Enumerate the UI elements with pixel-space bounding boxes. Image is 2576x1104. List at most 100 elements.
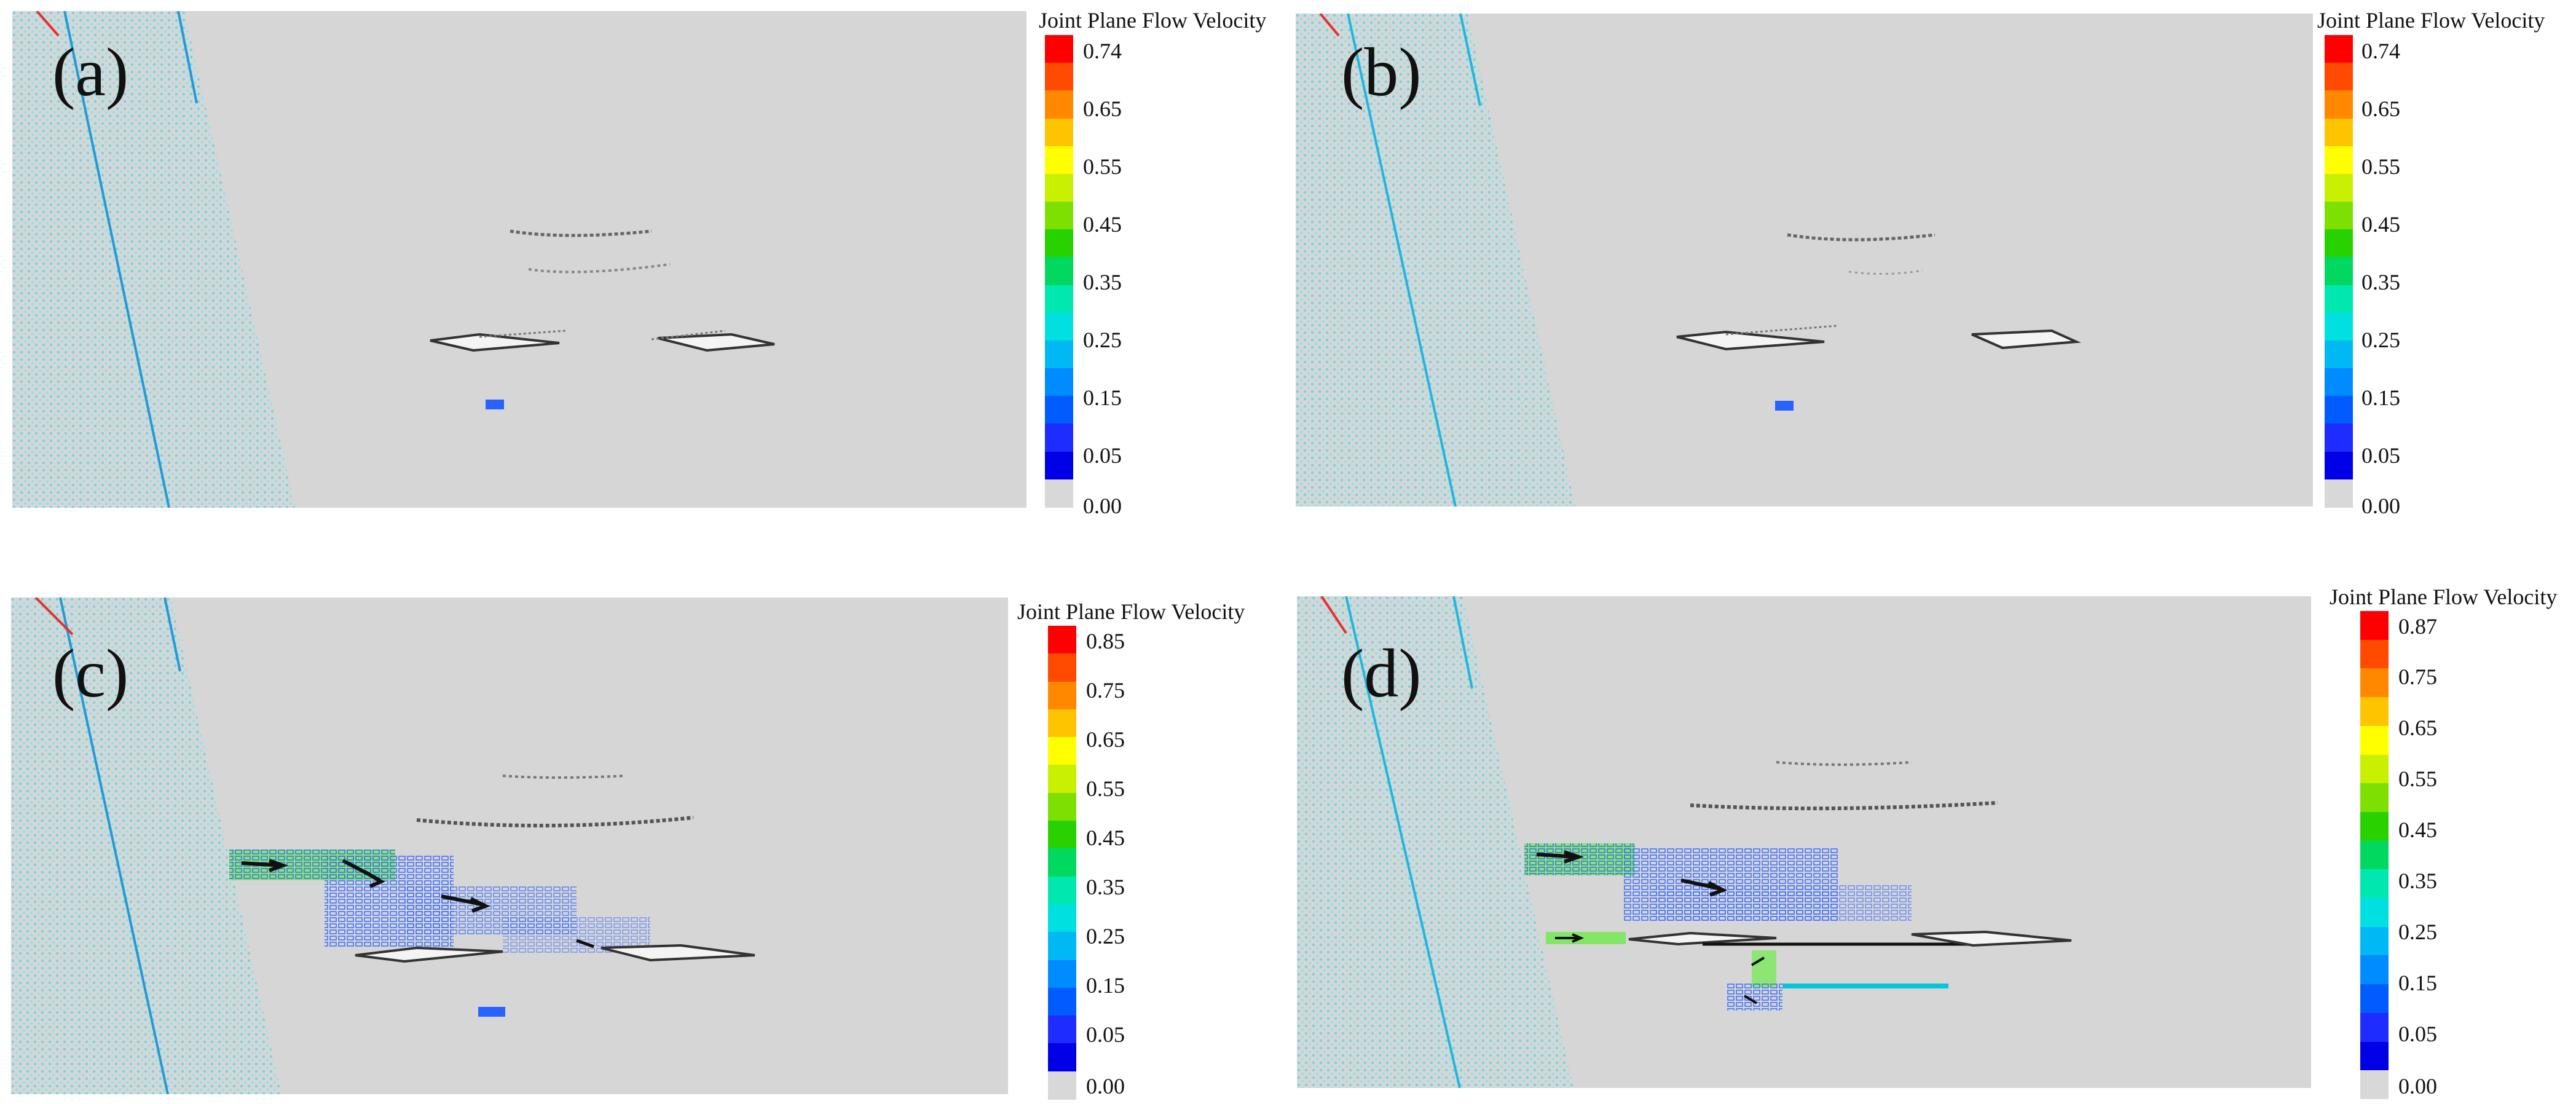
colorbar-tick: 0.35	[2361, 270, 2400, 294]
colorbar-title: Joint Plane Flow Velocity	[2317, 8, 2545, 33]
fracture-line	[59, 597, 169, 1094]
colorbar-swatch	[1048, 737, 1076, 766]
colorbar-swatch	[2360, 783, 2389, 813]
tunnel-section	[1676, 330, 1825, 351]
colorbar-swatch	[1048, 876, 1076, 905]
colorbar-tick: 0.00	[1086, 1074, 1125, 1098]
flow-mesh	[1727, 984, 1782, 1011]
tunnel-section	[1971, 329, 2081, 350]
colorbar-tick: 0.25	[1086, 924, 1125, 948]
joint-flow-plot	[1296, 14, 2313, 507]
tunnel-section	[657, 333, 775, 352]
colorbar-swatch	[1048, 987, 1076, 1016]
tunnel-crack	[1787, 233, 1936, 242]
colorbar-swatch	[2325, 90, 2353, 119]
colorbar-swatch	[2325, 368, 2353, 397]
tunnel-crack	[528, 263, 671, 274]
colorbar-tick: 0.45	[2398, 818, 2437, 842]
colorbar-swatches	[1045, 35, 1073, 508]
tunnel-crack	[510, 229, 652, 237]
colorbar-swatch	[1045, 229, 1073, 258]
colorbar-swatch	[2325, 202, 2353, 231]
fracture-line	[1320, 596, 1347, 634]
colorbar-tick: 0.00	[1083, 494, 1122, 518]
colorbar-swatch	[1048, 821, 1076, 850]
colorbar-tick: 0.25	[2398, 920, 2437, 944]
flow-arrow	[1555, 933, 1585, 943]
fracture-line	[1459, 14, 1481, 106]
colorbar-swatch	[1045, 35, 1073, 63]
colorbar-swatch	[2360, 611, 2389, 640]
colorbar-tick: 0.75	[1086, 678, 1125, 703]
tunnel-crack	[1725, 325, 1837, 336]
tunnel-crack	[502, 775, 626, 779]
colorbar-tick: 0.65	[2361, 97, 2400, 121]
colorbar-swatch	[2360, 926, 2389, 956]
tunnel-crack	[1848, 269, 1923, 275]
tunnel-section	[430, 333, 560, 352]
colorbar-swatch	[1048, 765, 1076, 794]
colorbar-tick: 0.15	[2398, 971, 2437, 995]
colorbar-swatch	[2360, 840, 2389, 870]
colorbar-tick: 0.05	[2398, 1022, 2437, 1046]
colorbar-swatch	[1045, 90, 1073, 119]
colorbar-swatch	[1048, 960, 1076, 988]
flow-channel	[1546, 932, 1626, 944]
colorbar-tick: 0.35	[1083, 270, 1122, 294]
panel-d: (d) Joint Plane Flow Velocity 0.87 0.75 …	[1285, 578, 2576, 1104]
flow-marker	[478, 1007, 505, 1017]
flow-channel	[1782, 984, 1948, 988]
colorbar-tick: 0.74	[2361, 39, 2400, 63]
colorbar-swatch	[2360, 869, 2389, 899]
panel-label: (d)	[1341, 636, 1422, 712]
flow-arrow	[441, 894, 490, 913]
flow-arrow	[342, 859, 385, 888]
panel-a: (a) Joint Plane Flow Velocity 0.74 0.65 …	[0, 0, 1285, 529]
colorbar-swatch	[2360, 898, 2389, 928]
colorbar-swatch	[1048, 626, 1076, 654]
colorbar-swatch	[2325, 396, 2353, 425]
colorbar-tick: 0.15	[1083, 385, 1122, 410]
colorbar-tick: 0.35	[2398, 869, 2437, 893]
colorbar-tick: 0.55	[1083, 154, 1122, 179]
colorbar-tick: 0.55	[1086, 776, 1125, 801]
colorbar-tick: 0.00	[2361, 494, 2400, 518]
colorbar-swatch	[1045, 257, 1073, 286]
colorbar-title: Joint Plane Flow Velocity	[1017, 599, 1245, 624]
panel-label: (a)	[52, 34, 129, 111]
tunnel-section	[601, 944, 755, 962]
colorbar-swatch	[1045, 340, 1073, 369]
colorbar-tick: 0.55	[2361, 154, 2400, 179]
colorbar-swatch	[1048, 932, 1076, 961]
colorbar-tick: 0.65	[1083, 97, 1122, 121]
colorbar-tick: 0.55	[2398, 767, 2437, 791]
panel-label: (b)	[1341, 34, 1422, 111]
joint-flow-plot	[12, 11, 1026, 508]
colorbar-swatch	[2325, 424, 2353, 452]
tunnel-section	[1911, 930, 2072, 947]
fracture-line	[1347, 14, 1457, 507]
colorbar-swatch	[1045, 202, 1073, 231]
colorbar-swatch	[2360, 639, 2389, 669]
colorbar-tick: 0.00	[2398, 1074, 2437, 1098]
colorbar-swatch	[2325, 63, 2353, 92]
colorbar-swatch	[1048, 653, 1076, 682]
colorbar-swatch	[1048, 1015, 1076, 1044]
flow-channel	[1524, 843, 1635, 875]
colorbar-tick: 0.85	[1086, 629, 1125, 653]
colorbar-tick: 0.75	[2398, 664, 2437, 689]
flow-arrow	[1680, 878, 1728, 897]
colorbar-swatch	[2360, 1012, 2389, 1042]
colorbar-swatch	[1045, 118, 1073, 147]
colorbar: Joint Plane Flow Velocity 0.74 0.65 0.55…	[1039, 7, 1285, 518]
colorbar-swatch	[2325, 451, 2353, 480]
colorbar-swatches	[2360, 611, 2389, 1100]
colorbar-tick: 0.45	[1083, 212, 1122, 237]
colorbar-swatch	[1045, 396, 1073, 425]
flow-mesh	[1752, 950, 1776, 987]
colorbar: Joint Plane Flow Velocity 0.85 0.75 0.65…	[1017, 599, 1285, 1104]
tunnel-section	[355, 946, 503, 963]
colorbar-tick: 0.05	[1083, 443, 1122, 468]
colorbar-swatch	[2325, 146, 2353, 175]
colorbar-swatch	[2325, 118, 2353, 147]
